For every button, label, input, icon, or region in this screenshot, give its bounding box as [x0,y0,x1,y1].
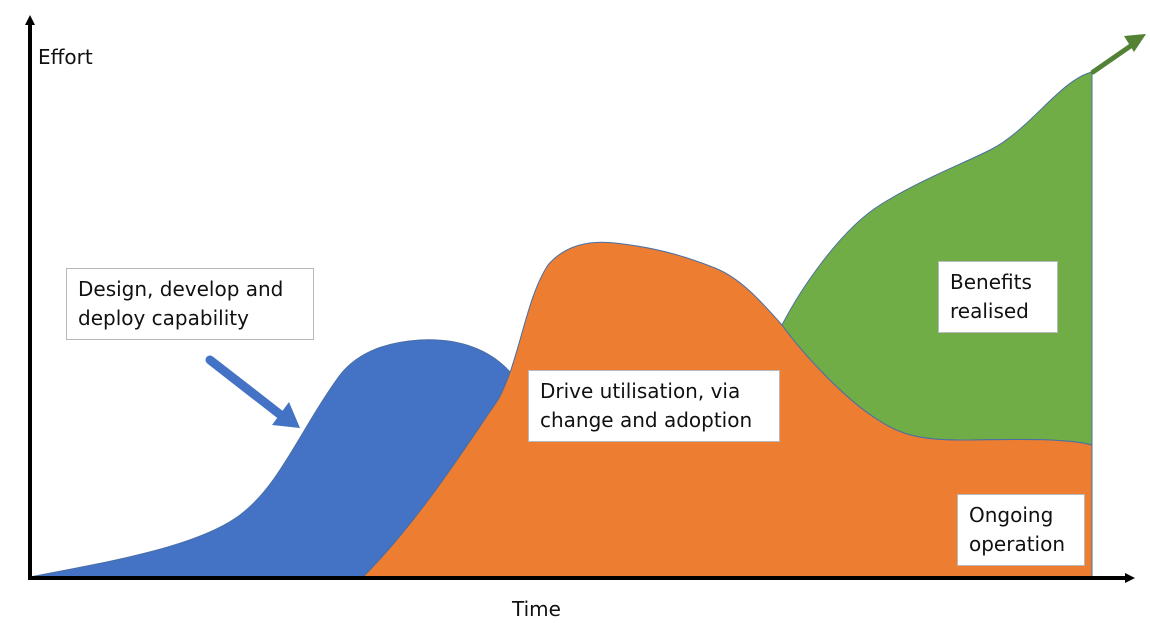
pointer-arrow [205,355,300,428]
callout-benefits: Benefits realised [938,261,1058,333]
y-axis-label: Effort [38,45,93,69]
callout-design: Design, develop and deploy capability [66,268,314,340]
callout-drive: Drive utilisation, via change and adopti… [528,370,780,442]
callout-ongoing: Ongoing operation [957,494,1085,566]
x-axis-label: Time [512,597,561,621]
growth-arrow [1090,34,1146,75]
